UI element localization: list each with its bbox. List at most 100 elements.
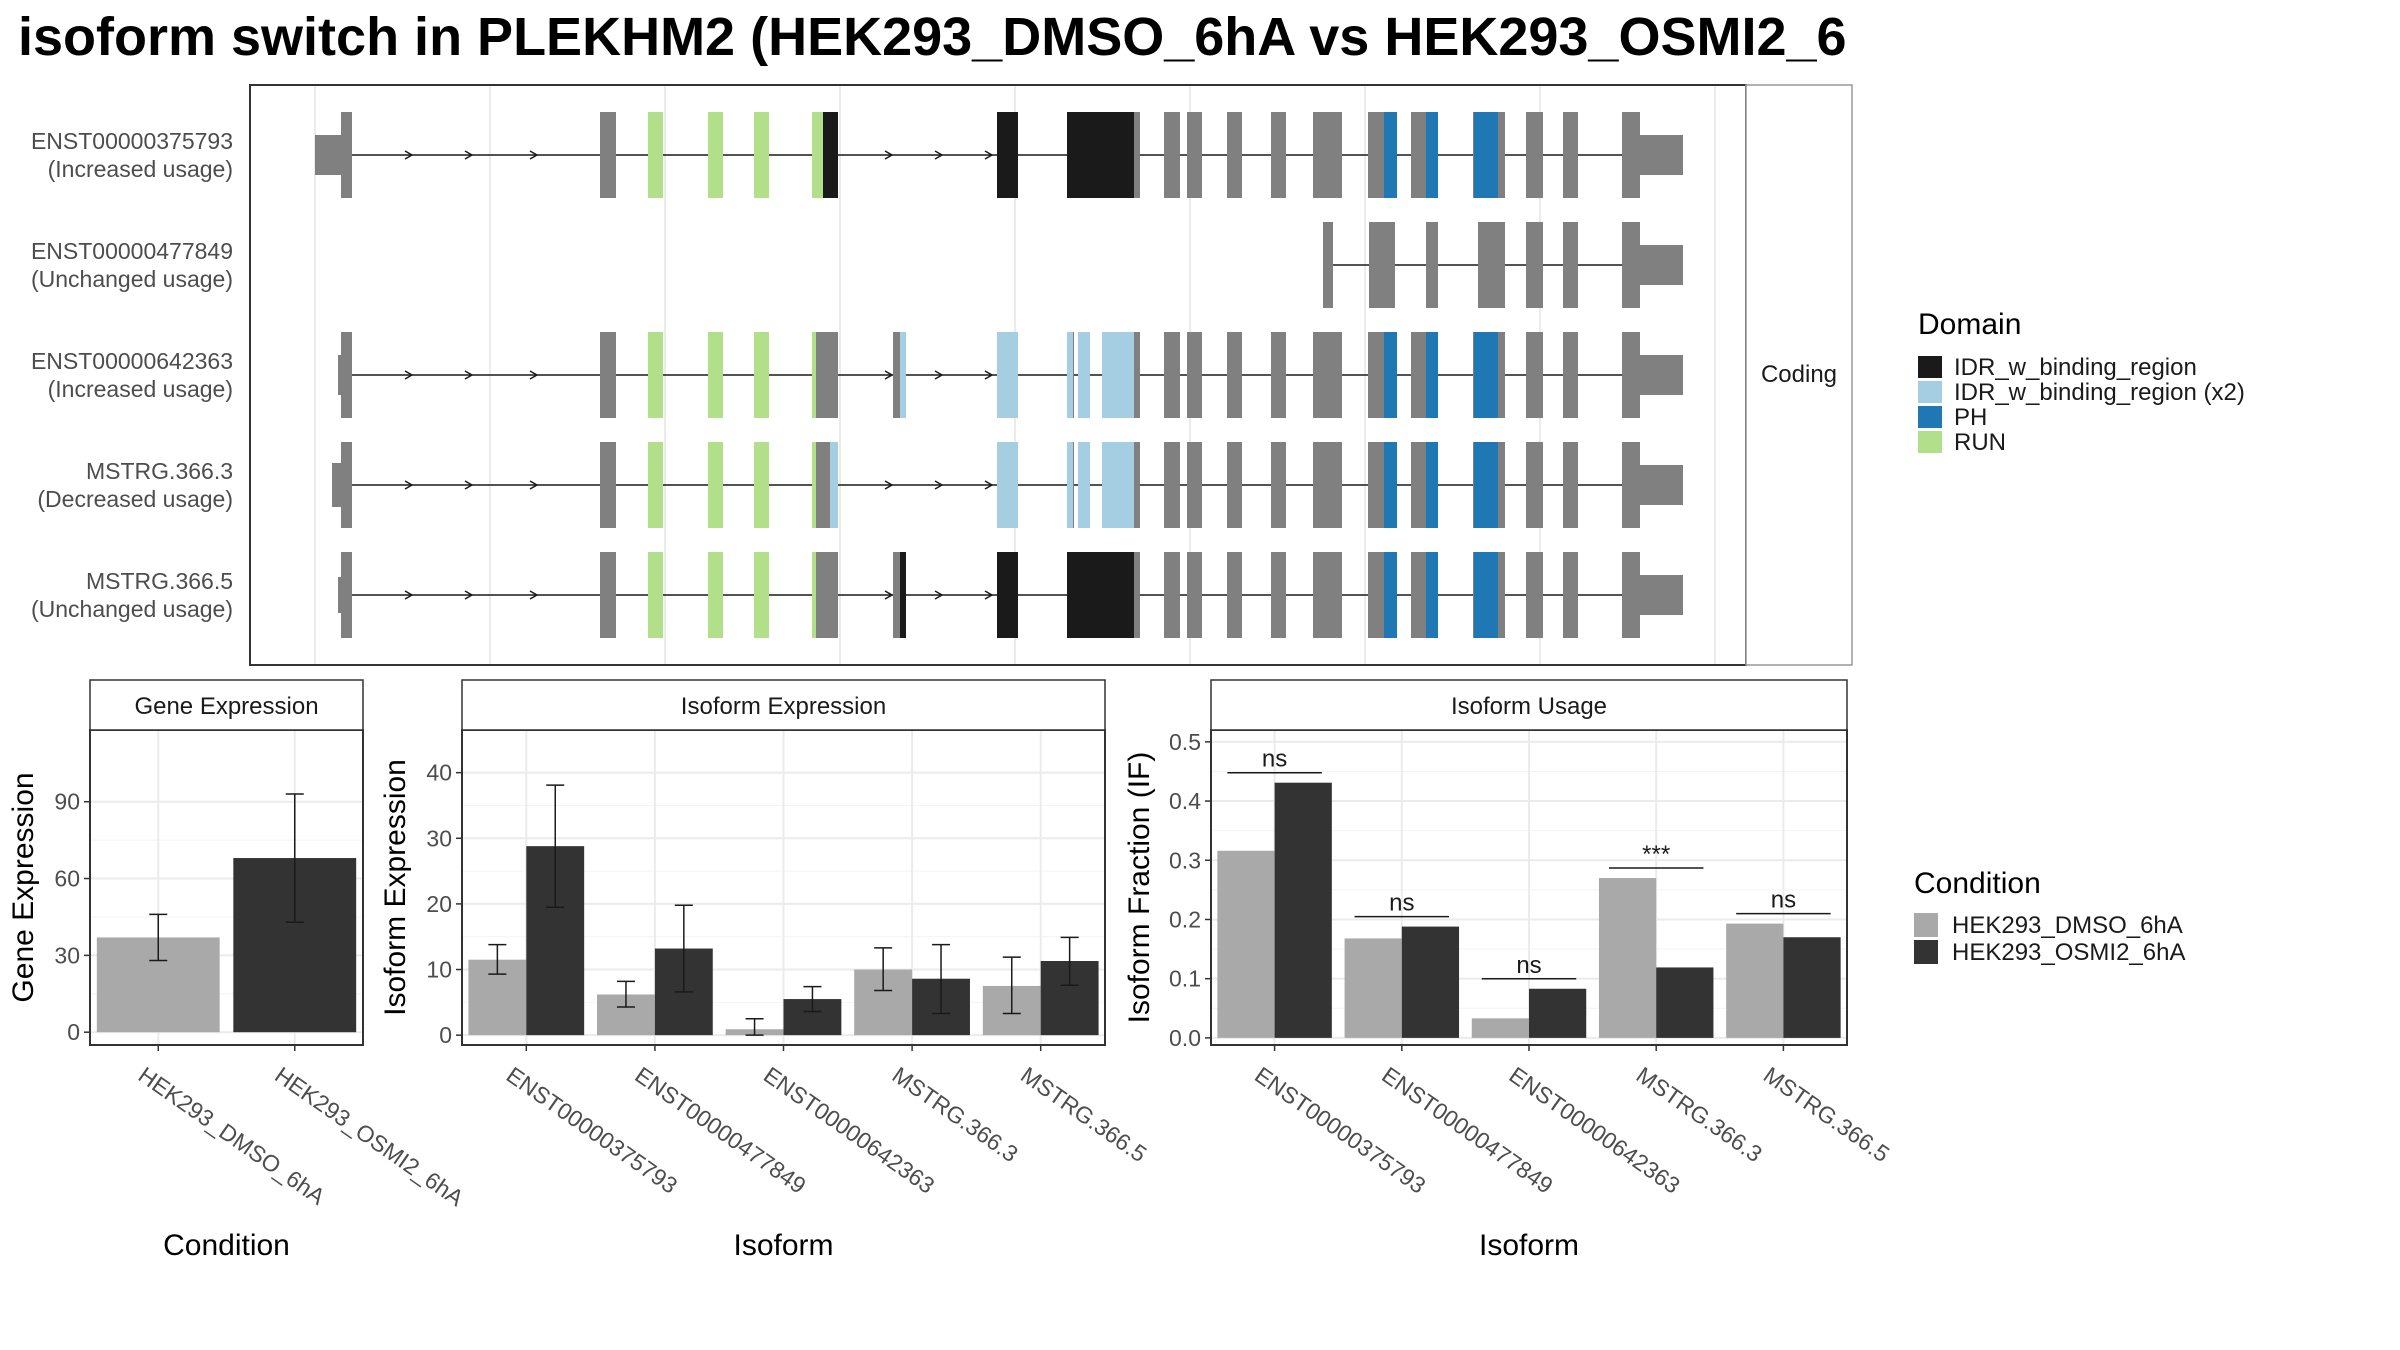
transcript-ENST00000642363: ENST00000642363(Increased usage) bbox=[31, 332, 1683, 418]
figure-title: isoform switch in PLEKHM2 (HEK293_DMSO_6… bbox=[18, 7, 1847, 67]
domain-PH bbox=[1426, 552, 1438, 638]
exon bbox=[1426, 222, 1438, 308]
exon bbox=[1313, 442, 1342, 528]
exon bbox=[1411, 332, 1426, 418]
exon bbox=[1563, 442, 1578, 528]
direction-arrow bbox=[934, 150, 944, 160]
exon bbox=[1187, 552, 1202, 638]
x-axis-title: Condition bbox=[163, 1229, 290, 1262]
exon bbox=[1164, 112, 1180, 198]
domain-IDR_w_binding_region_x2 bbox=[1078, 332, 1090, 418]
condition-legend-label: HEK293_DMSO_6hA bbox=[1952, 912, 2183, 939]
exon bbox=[1563, 112, 1578, 198]
domain-legend-label: IDR_w_binding_region bbox=[1954, 354, 2197, 381]
direction-arrow bbox=[884, 480, 894, 490]
domain-PH bbox=[1474, 112, 1498, 198]
exon bbox=[812, 552, 838, 638]
domain-legend-label: IDR_w_binding_region (x2) bbox=[1954, 379, 2245, 406]
direction-arrow bbox=[884, 590, 894, 600]
panel-strip bbox=[461, 679, 1106, 731]
y-tick-label: 0.4 bbox=[1169, 788, 1201, 814]
transcript-ENST00000477849: ENST00000477849(Unchanged usage) bbox=[31, 222, 1683, 308]
significance-label: ns bbox=[1262, 746, 1287, 773]
transcript-id-label: ENST00000642363 bbox=[31, 348, 233, 374]
y-tick-label: 30 bbox=[54, 942, 80, 968]
x-tick-label: MSTRG.366.5 bbox=[1759, 1062, 1894, 1168]
domain-RUN bbox=[708, 332, 723, 418]
y-axis-title: Isoform Fraction (IF) bbox=[1123, 752, 1156, 1024]
domain-IDR_w_binding_region_x2 bbox=[1102, 332, 1134, 418]
domain-legend-key bbox=[1918, 406, 1942, 428]
direction-arrow bbox=[984, 370, 994, 380]
domain-legend-key bbox=[1918, 381, 1942, 403]
direction-arrow bbox=[984, 590, 994, 600]
domain-legend-key bbox=[1918, 356, 1942, 378]
exon-utr bbox=[1640, 465, 1683, 505]
exon bbox=[1490, 222, 1505, 308]
domain-RUN bbox=[708, 112, 723, 198]
direction-arrow bbox=[984, 480, 994, 490]
exon bbox=[1622, 222, 1640, 308]
condition-legend-title: Condition bbox=[1914, 867, 2041, 900]
direction-arrow bbox=[464, 370, 474, 380]
transcript-id-label: MSTRG.366.5 bbox=[86, 568, 233, 594]
domain-IDR_w_binding_region_x2 bbox=[1102, 442, 1134, 528]
domain-RUN bbox=[648, 442, 663, 528]
exon bbox=[1164, 442, 1180, 528]
domain-RUN bbox=[754, 442, 769, 528]
exon bbox=[1368, 442, 1384, 528]
domain-legend-label: RUN bbox=[1954, 429, 2006, 456]
exon bbox=[1369, 222, 1395, 308]
exon-utr bbox=[1640, 355, 1683, 395]
domain-RUN bbox=[812, 442, 816, 528]
transcript-MSTRG.366.5: MSTRG.366.5(Unchanged usage) bbox=[31, 552, 1683, 638]
domain-PH bbox=[1426, 332, 1438, 418]
y-tick-label: 0 bbox=[67, 1019, 80, 1045]
exon bbox=[1271, 332, 1286, 418]
domain-IDR_w_binding_region bbox=[997, 112, 1018, 198]
exon bbox=[1368, 112, 1384, 198]
exon bbox=[1313, 552, 1342, 638]
bar bbox=[1217, 850, 1275, 1038]
y-tick-label: 20 bbox=[426, 891, 452, 917]
domain-PH bbox=[1474, 332, 1498, 418]
facet-strip-label: Coding bbox=[1761, 361, 1837, 388]
domain-RUN bbox=[708, 552, 723, 638]
x-tick-label: MSTRG.366.5 bbox=[1016, 1062, 1151, 1168]
x-tick-label: MSTRG.366.3 bbox=[888, 1062, 1023, 1168]
domain-IDR_w_binding_region_x2 bbox=[830, 442, 838, 528]
domain-legend-key bbox=[1918, 431, 1942, 453]
y-tick-label: 0 bbox=[439, 1022, 452, 1048]
panel-title: Isoform Expression bbox=[681, 693, 886, 720]
exon bbox=[1411, 442, 1426, 528]
panel-strip bbox=[89, 679, 364, 731]
transcript-id-label: ENST00000477849 bbox=[31, 238, 233, 264]
transcript-ENST00000375793: ENST00000375793(Increased usage) bbox=[31, 112, 1683, 198]
bar bbox=[1529, 988, 1587, 1038]
exon bbox=[1563, 552, 1578, 638]
direction-arrow bbox=[404, 370, 414, 380]
domain-RUN bbox=[812, 332, 816, 418]
domain-PH bbox=[1384, 112, 1397, 198]
direction-arrow bbox=[934, 370, 944, 380]
exon bbox=[1313, 332, 1342, 418]
transcript-id-label: MSTRG.366.3 bbox=[86, 458, 233, 484]
y-tick-label: 0.0 bbox=[1169, 1025, 1201, 1051]
domain-IDR_w_binding_region_x2 bbox=[1067, 442, 1073, 528]
direction-arrow bbox=[884, 150, 894, 160]
domain-IDR_w_binding_region bbox=[997, 552, 1018, 638]
domain-IDR_w_binding_region_x2 bbox=[900, 332, 906, 418]
exon bbox=[1368, 332, 1384, 418]
bar bbox=[1344, 938, 1402, 1038]
domain-RUN bbox=[754, 552, 769, 638]
direction-arrow bbox=[404, 150, 414, 160]
exon bbox=[600, 332, 616, 418]
bar bbox=[1726, 923, 1784, 1038]
exon bbox=[1368, 552, 1384, 638]
y-tick-label: 0.2 bbox=[1169, 906, 1201, 932]
exon bbox=[600, 442, 616, 528]
y-tick-label: 0.5 bbox=[1169, 729, 1201, 755]
panel-isoform-expression: 010203040ENST00000375793ENST00000477849E… bbox=[379, 679, 1152, 1262]
condition-legend-key bbox=[1914, 913, 1938, 937]
